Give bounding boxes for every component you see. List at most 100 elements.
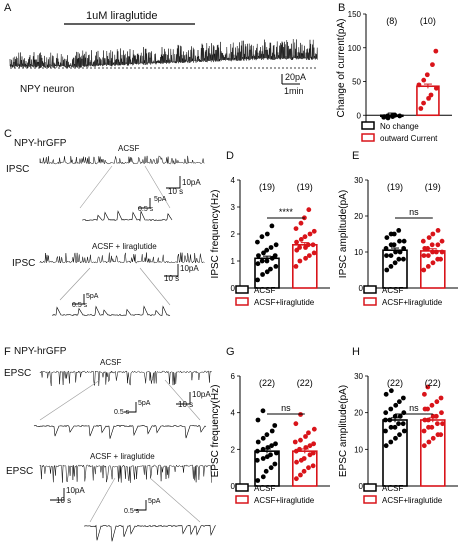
n-right: (22) [425, 378, 441, 388]
data-point [421, 100, 426, 106]
n-left: (22) [259, 378, 275, 388]
bar-treatment [291, 244, 318, 289]
panel-letter-c: C [4, 128, 12, 140]
data-point [385, 113, 391, 119]
epsc-acsf-inset [33, 424, 207, 439]
data-point [428, 92, 434, 98]
c-inset1-i: 5pA [154, 196, 167, 203]
data-point [381, 114, 387, 119]
legend-label: ACSF [254, 484, 275, 493]
data-point [260, 456, 266, 461]
data-point [303, 255, 308, 261]
data-point [388, 439, 394, 445]
data-point [401, 238, 407, 244]
data-point [430, 62, 435, 68]
ipsc-lira-trace [39, 252, 205, 264]
data-point [294, 239, 299, 245]
data-point [388, 388, 394, 394]
data-point [435, 256, 441, 262]
data-point [430, 231, 436, 237]
data-point [397, 249, 403, 255]
data-point [268, 245, 274, 250]
data-point [400, 395, 406, 401]
data-point [429, 402, 435, 408]
y-axis-label: EPSC amplitude(pA) [338, 385, 349, 477]
data-point [310, 463, 316, 469]
data-point [390, 114, 396, 119]
sig-label: ns [409, 207, 419, 217]
bar-control [254, 450, 280, 487]
data-point [294, 247, 300, 253]
data-point [439, 410, 444, 416]
f-scale1-i: 10pA [192, 390, 211, 399]
data-point [264, 231, 270, 237]
data-point [310, 242, 316, 248]
ipsc-acsf-inset [82, 210, 173, 222]
data-point [401, 428, 407, 434]
f-zoom1-l [39, 379, 101, 421]
y-axis-label: IPSC frequency(Hz) [210, 190, 221, 279]
panel-letter-e: E [352, 150, 360, 162]
scale-current-a: 20pA [285, 72, 307, 82]
data-point [293, 421, 299, 427]
data-point [260, 446, 266, 452]
data-point [439, 238, 445, 244]
data-point [434, 399, 440, 405]
y-tick-label: 150 [348, 10, 362, 19]
data-point [393, 249, 398, 255]
legend-swatch [235, 483, 249, 492]
data-point [381, 114, 387, 120]
f-row2-label: EPSC [6, 466, 34, 477]
data-point [254, 448, 260, 454]
data-point [310, 450, 316, 456]
data-point [438, 395, 444, 401]
data-point [264, 258, 270, 264]
data-point [388, 424, 394, 430]
n-left: (22) [387, 378, 403, 388]
bar-control [379, 114, 404, 118]
data-point [260, 272, 265, 277]
c-row2-label: IPSC [12, 258, 36, 269]
data-point [434, 421, 440, 427]
data-point [383, 410, 389, 416]
chart-h: 0 10 20 30 EPSC amplitude(pA) (22) (22) ns ACSF A… [338, 372, 458, 505]
data-point [392, 424, 398, 430]
data-point [430, 413, 436, 419]
y-tick-label: 2 [231, 230, 236, 239]
data-point [254, 457, 260, 463]
data-point [303, 245, 308, 250]
data-point [388, 231, 394, 237]
data-point [264, 432, 270, 438]
bar-treatment [291, 450, 318, 487]
f-row1-label: EPSC [4, 368, 32, 379]
data-point [392, 260, 398, 266]
data-point [264, 454, 270, 460]
y-tick-label: 50 [352, 78, 361, 87]
y-tick-label: 6 [231, 372, 236, 381]
data-point [420, 238, 426, 244]
y-tick-label: 100 [348, 44, 362, 53]
chart-g: 0 2 4 6 EPSC frequency(Hz) (22) (22) ns ACSF ACSF… [210, 372, 330, 505]
n-left: (19) [259, 182, 275, 192]
f-cell: NPY-hrGFP [14, 346, 67, 357]
data-point [422, 417, 428, 423]
f-row2-cond: ACSF + liraglutide [90, 452, 155, 461]
data-point [293, 264, 299, 269]
legend-swatch [235, 285, 249, 294]
data-point [400, 421, 406, 427]
epsc-lira-trace [39, 464, 212, 483]
c-row1-cond: ACSF [118, 144, 140, 153]
data-point [396, 256, 402, 262]
data-point [392, 413, 398, 419]
c-row1-label: IPSC [6, 164, 30, 175]
data-point [383, 428, 388, 434]
data-point [297, 446, 302, 452]
y-tick-label: 30 [354, 176, 363, 185]
y-tick-label: 1 [231, 257, 236, 266]
data-point [302, 215, 307, 221]
data-point [385, 115, 391, 121]
data-point [435, 432, 441, 438]
